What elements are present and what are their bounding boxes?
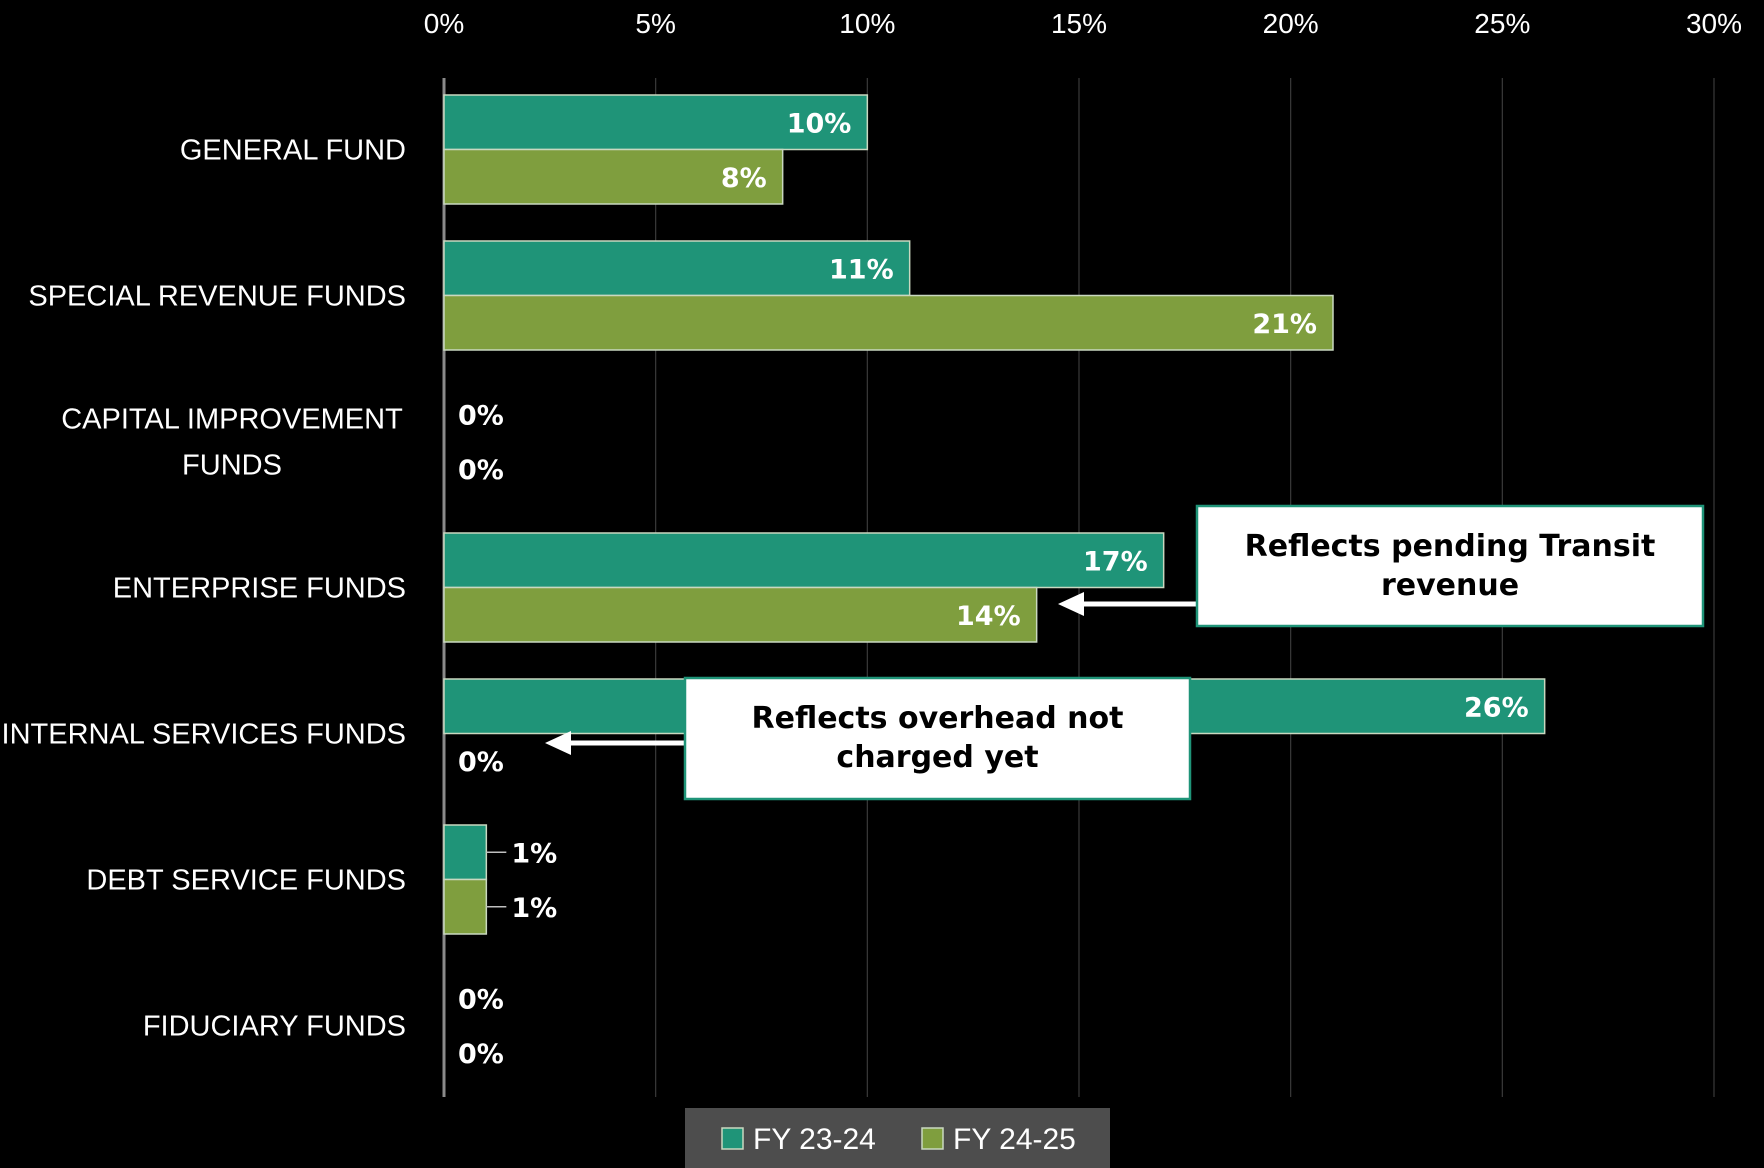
category-label: GENERAL FUND xyxy=(180,135,406,167)
x-tick-label: 15% xyxy=(1051,8,1107,39)
legend-box xyxy=(685,1108,1110,1168)
legend-swatch xyxy=(921,1127,944,1150)
bar-fy23-24 xyxy=(443,94,869,151)
x-tick-label: 20% xyxy=(1263,8,1319,39)
category-label: DEBT SERVICE FUNDS xyxy=(86,865,406,897)
x-tick-label: 0% xyxy=(424,8,464,39)
data-label: 21% xyxy=(1252,309,1317,340)
annotation-text: Reflects overhead not charged yet xyxy=(752,701,1124,775)
data-label: 0% xyxy=(458,984,504,1015)
annotation-arrowhead xyxy=(1058,592,1084,616)
bar-fy23-24 xyxy=(443,240,911,297)
data-label: 10% xyxy=(787,108,852,139)
data-label: 0% xyxy=(458,455,504,486)
data-label: 14% xyxy=(956,601,1021,632)
category-label: SPECIAL REVENUE FUNDS xyxy=(28,281,406,313)
data-label: 1% xyxy=(511,838,557,869)
annotation-text-line: Reflects pending Transit xyxy=(1245,529,1656,564)
data-label: 11% xyxy=(829,254,894,285)
data-label: 17% xyxy=(1083,546,1148,577)
category-label: FIDUCIARY FUNDS xyxy=(143,1011,406,1043)
bar-fy24-25 xyxy=(443,294,1334,351)
category-label: INTERNAL SERVICES FUNDS xyxy=(2,719,406,751)
x-tick-label: 10% xyxy=(839,8,895,39)
annotation-box xyxy=(683,676,1192,801)
data-label: 1% xyxy=(511,893,557,924)
annotation-text-line: revenue xyxy=(1381,568,1519,603)
legend-label: FY 23-24 xyxy=(753,1123,876,1156)
data-label: 0% xyxy=(458,400,504,431)
x-tick-label: 5% xyxy=(635,8,675,39)
category-label-line: FUNDS xyxy=(182,450,282,482)
annotation-text: Reflects pending Transit revenue xyxy=(1245,529,1656,603)
x-tick-label: 30% xyxy=(1686,8,1742,39)
annotation-text-line: Reflects overhead not xyxy=(752,701,1124,736)
data-label: 26% xyxy=(1464,692,1529,723)
legend-label: FY 24-25 xyxy=(953,1123,1076,1156)
category-label-line: CAPITAL IMPROVEMENT xyxy=(61,404,403,436)
bar-fy24-25 xyxy=(443,586,1038,643)
annotation-text-line: charged yet xyxy=(836,740,1038,775)
legend-swatch xyxy=(721,1127,744,1150)
bar-fy24-25 xyxy=(443,878,488,935)
bar-fy24-25 xyxy=(443,148,784,205)
category-label: ENTERPRISE FUNDS xyxy=(113,573,406,605)
bar-fy23-24 xyxy=(443,824,488,881)
annotation-arrowhead xyxy=(545,731,571,755)
annotation-box xyxy=(1195,504,1705,628)
category-label: CAPITAL IMPROVEMENT FUNDS xyxy=(61,404,403,482)
x-tick-label: 25% xyxy=(1474,8,1530,39)
data-label: 0% xyxy=(458,747,504,778)
data-label: 8% xyxy=(721,163,767,194)
data-label: 0% xyxy=(458,1039,504,1070)
bar-fy23-24 xyxy=(443,532,1165,589)
